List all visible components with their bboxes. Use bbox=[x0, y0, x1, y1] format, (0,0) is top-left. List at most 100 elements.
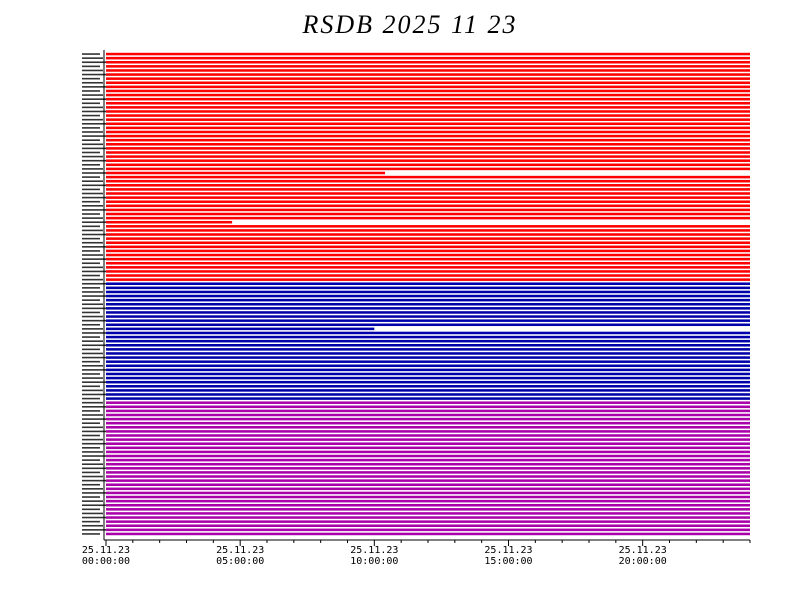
row-label-mark bbox=[82, 233, 106, 236]
data-row-g2-r23 bbox=[106, 495, 750, 499]
row-label-mark bbox=[82, 422, 100, 424]
row-label-mark bbox=[82, 295, 106, 297]
x-axis bbox=[82, 50, 751, 546]
data-row-g1-r6 bbox=[106, 307, 750, 310]
data-row-g1-r0 bbox=[106, 282, 750, 286]
data-row-g0-r47 bbox=[106, 245, 750, 249]
data-row-g0-r2 bbox=[106, 60, 750, 64]
data-row-g0-r9 bbox=[106, 89, 750, 93]
data-row-g1-r4 bbox=[106, 298, 750, 302]
data-row-g0-r53 bbox=[106, 270, 750, 273]
row-label-mark bbox=[82, 246, 106, 248]
data-row-g0-r6 bbox=[106, 77, 750, 80]
data-row-g0-r3 bbox=[106, 65, 750, 68]
row-label-mark bbox=[82, 344, 106, 347]
data-row-g0-r27 bbox=[106, 163, 750, 167]
data-row-g1-r1 bbox=[106, 286, 750, 290]
row-label-mark bbox=[82, 192, 103, 195]
row-label-mark bbox=[82, 53, 100, 55]
data-row-g2-r21 bbox=[106, 487, 750, 491]
data-row-g2-r19 bbox=[106, 479, 750, 482]
row-label-mark bbox=[82, 143, 103, 146]
data-row-g0-r43 bbox=[106, 229, 750, 232]
row-label-mark bbox=[82, 533, 100, 535]
row-label-mark bbox=[82, 221, 106, 224]
data-row-g0-r50 bbox=[106, 257, 750, 261]
data-row-g0-r23 bbox=[106, 147, 750, 150]
data-row-g0-r35 bbox=[106, 196, 750, 199]
data-row-g0-r39 bbox=[106, 212, 750, 216]
row-label-mark bbox=[82, 381, 106, 383]
row-label-mark bbox=[82, 414, 103, 416]
data-row-g1-r5 bbox=[106, 302, 750, 306]
data-row-g0-r16 bbox=[106, 118, 750, 121]
data-row-g0-r14 bbox=[106, 110, 750, 113]
data-row-g1-r20 bbox=[106, 364, 750, 368]
data-row-g1-r2 bbox=[106, 290, 750, 294]
data-row-g0-r5 bbox=[106, 73, 750, 76]
data-row-g0-r29 bbox=[106, 171, 386, 175]
data-row-g2-r14 bbox=[106, 458, 750, 462]
row-label-mark bbox=[82, 250, 100, 252]
row-label-mark bbox=[82, 373, 100, 375]
row-label-mark bbox=[82, 209, 106, 211]
row-label-mark bbox=[82, 106, 103, 109]
row-label-mark bbox=[82, 377, 103, 379]
data-row-g0-r55 bbox=[106, 278, 750, 281]
row-label-mark bbox=[82, 164, 100, 166]
row-label-mark bbox=[82, 360, 100, 363]
data-row-g0-r24 bbox=[106, 151, 750, 154]
data-row-g2-r7 bbox=[106, 430, 750, 433]
row-label-mark bbox=[82, 282, 106, 285]
row-label-mark bbox=[82, 508, 100, 511]
row-label-mark bbox=[82, 451, 103, 453]
data-row-g2-r2 bbox=[106, 409, 750, 413]
row-label-mark bbox=[82, 475, 103, 478]
data-row-g2-r6 bbox=[106, 426, 750, 429]
row-label-mark bbox=[82, 127, 100, 129]
row-label-mark bbox=[82, 438, 103, 441]
data-row-g1-r24 bbox=[106, 380, 750, 384]
row-label-mark bbox=[82, 393, 106, 396]
data-row-g1-r21 bbox=[106, 368, 750, 372]
x-tick-labels: 25.11.2300:00:0025.11.2305:00:0025.11.23… bbox=[82, 545, 667, 567]
data-row-g2-r22 bbox=[106, 491, 750, 495]
data-row-g1-r10 bbox=[106, 323, 750, 327]
data-row-g0-r45 bbox=[106, 237, 750, 240]
data-row-g1-r17 bbox=[106, 352, 750, 355]
row-label-mark bbox=[82, 299, 100, 301]
row-label-mark bbox=[82, 471, 100, 474]
data-row-g1-r27 bbox=[106, 393, 750, 396]
data-row-g2-r31 bbox=[106, 528, 750, 532]
data-row-g0-r8 bbox=[106, 85, 750, 89]
row-label-mark bbox=[82, 168, 103, 170]
row-label-mark bbox=[82, 311, 100, 314]
data-row-g0-r48 bbox=[106, 249, 750, 253]
data-row-g2-r20 bbox=[106, 483, 750, 486]
data-row-g0-r44 bbox=[106, 233, 750, 236]
row-label-mark bbox=[82, 217, 103, 219]
row-label-mark bbox=[82, 135, 106, 137]
row-label-mark bbox=[82, 512, 103, 515]
row-label-mark bbox=[82, 188, 100, 191]
row-label-mark bbox=[82, 397, 100, 400]
row-label-mark bbox=[82, 65, 100, 68]
data-row-g0-r33 bbox=[106, 188, 750, 191]
row-label-mark bbox=[82, 287, 100, 289]
row-label-mark bbox=[82, 200, 100, 203]
row-label-mark bbox=[82, 98, 106, 100]
data-row-g0-r15 bbox=[106, 114, 750, 117]
row-label-mark bbox=[82, 159, 106, 162]
row-label-mark bbox=[82, 90, 100, 92]
data-row-g1-r15 bbox=[106, 344, 750, 347]
row-label-mark bbox=[82, 139, 100, 141]
data-row-g0-r51 bbox=[106, 261, 750, 265]
row-label-mark bbox=[82, 442, 106, 445]
row-label-mark bbox=[82, 369, 106, 371]
row-label-mark bbox=[82, 57, 103, 59]
x-tick-date-2: 25.11.23 bbox=[350, 545, 398, 556]
row-label-mark bbox=[82, 401, 103, 404]
data-row-g1-r11 bbox=[106, 327, 375, 331]
data-row-g0-r49 bbox=[106, 253, 750, 257]
data-row-g2-r18 bbox=[106, 475, 750, 478]
